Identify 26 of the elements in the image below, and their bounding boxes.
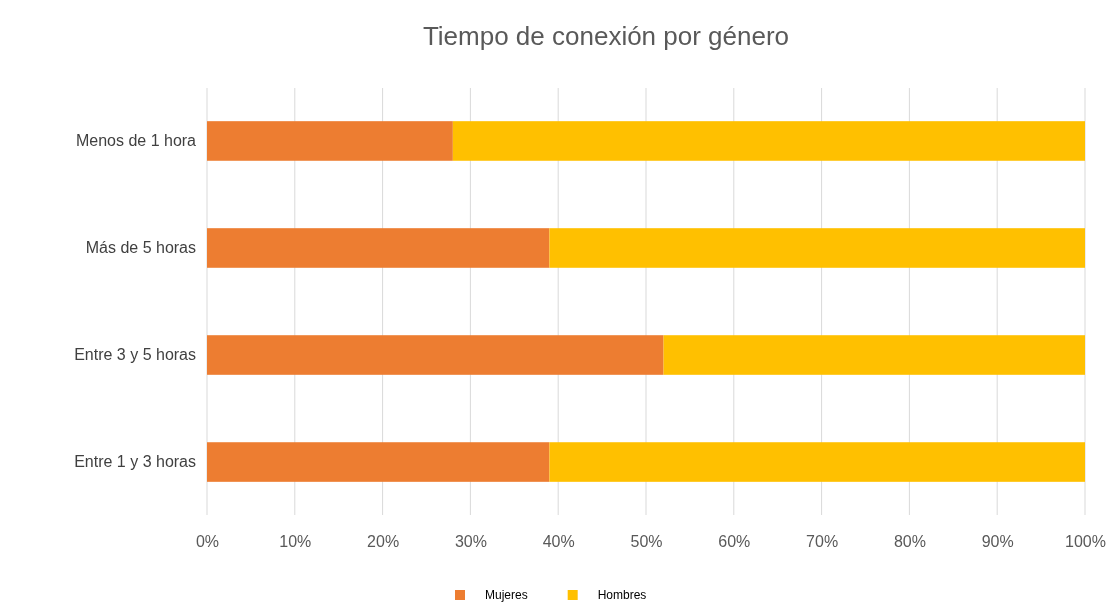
bar	[452, 121, 1085, 161]
y-tick-label: Entre 3 y 5 horas	[74, 346, 196, 364]
x-tick-label: 20%	[367, 533, 400, 551]
x-tick-label: 60%	[718, 533, 751, 551]
bar	[207, 442, 550, 482]
bar	[549, 228, 1085, 268]
chart-title: Tiempo de conexión por género	[422, 21, 790, 51]
x-tick-label: 10%	[279, 533, 312, 551]
x-tick-label: 80%	[893, 533, 926, 551]
x-tick-label: 70%	[806, 533, 839, 551]
y-tick-label: Más de 5 horas	[85, 239, 196, 257]
bar	[549, 442, 1085, 482]
legend-label: Mujeres	[485, 588, 528, 602]
bar	[207, 335, 664, 375]
x-tick-label: 90%	[981, 533, 1014, 551]
x-tick-label: 100%	[1065, 533, 1106, 551]
y-tick-label: Entre 1 y 3 horas	[74, 453, 196, 471]
x-tick-label: 50%	[630, 533, 663, 551]
bar	[207, 121, 453, 161]
x-tick-label: 40%	[542, 533, 575, 551]
x-tick-label: 0%	[195, 533, 220, 551]
y-tick-label: Menos de 1 hora	[75, 132, 197, 150]
bar	[207, 228, 550, 268]
bar	[663, 335, 1085, 375]
x-tick-label: 30%	[454, 533, 487, 551]
legend-label: Hombres	[597, 588, 647, 602]
